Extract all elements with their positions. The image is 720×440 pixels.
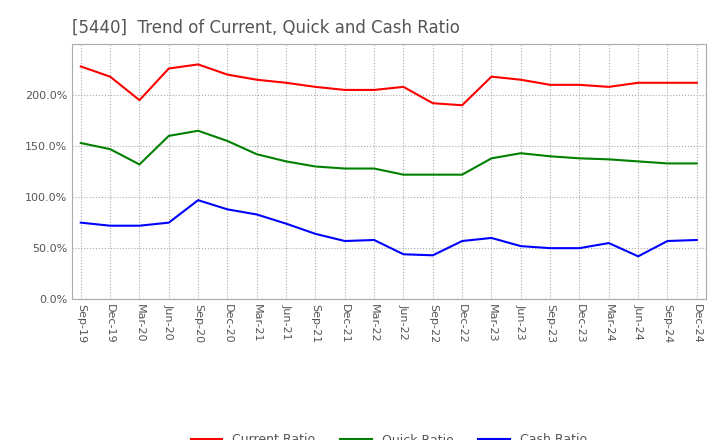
Quick Ratio xyxy=(516,150,525,156)
Quick Ratio xyxy=(106,147,114,152)
Quick Ratio xyxy=(76,140,85,146)
Line: Quick Ratio: Quick Ratio xyxy=(81,131,697,175)
Quick Ratio xyxy=(546,154,554,159)
Cash Ratio xyxy=(311,231,320,237)
Cash Ratio xyxy=(693,237,701,242)
Current Ratio xyxy=(223,72,232,77)
Current Ratio xyxy=(194,62,202,67)
Quick Ratio xyxy=(634,159,642,164)
Cash Ratio xyxy=(370,237,379,242)
Current Ratio xyxy=(282,80,290,85)
Current Ratio xyxy=(311,84,320,89)
Quick Ratio xyxy=(194,128,202,133)
Line: Cash Ratio: Cash Ratio xyxy=(81,200,697,257)
Quick Ratio xyxy=(311,164,320,169)
Cash Ratio xyxy=(487,235,496,241)
Quick Ratio xyxy=(282,159,290,164)
Current Ratio xyxy=(458,103,467,108)
Quick Ratio xyxy=(487,156,496,161)
Cash Ratio xyxy=(253,212,261,217)
Quick Ratio xyxy=(458,172,467,177)
Cash Ratio xyxy=(341,238,349,244)
Cash Ratio xyxy=(634,254,642,259)
Current Ratio xyxy=(693,80,701,85)
Cash Ratio xyxy=(428,253,437,258)
Current Ratio xyxy=(663,80,672,85)
Cash Ratio xyxy=(164,220,173,225)
Current Ratio xyxy=(487,74,496,79)
Current Ratio xyxy=(106,74,114,79)
Quick Ratio xyxy=(428,172,437,177)
Quick Ratio xyxy=(693,161,701,166)
Cash Ratio xyxy=(663,238,672,244)
Cash Ratio xyxy=(135,223,144,228)
Current Ratio xyxy=(634,80,642,85)
Current Ratio xyxy=(164,66,173,71)
Quick Ratio xyxy=(663,161,672,166)
Current Ratio xyxy=(399,84,408,89)
Quick Ratio xyxy=(164,133,173,139)
Quick Ratio xyxy=(223,138,232,143)
Quick Ratio xyxy=(253,152,261,157)
Cash Ratio xyxy=(458,238,467,244)
Legend: Current Ratio, Quick Ratio, Cash Ratio: Current Ratio, Quick Ratio, Cash Ratio xyxy=(186,428,592,440)
Cash Ratio xyxy=(546,246,554,251)
Cash Ratio xyxy=(399,252,408,257)
Quick Ratio xyxy=(135,162,144,167)
Current Ratio xyxy=(253,77,261,82)
Cash Ratio xyxy=(605,240,613,246)
Line: Current Ratio: Current Ratio xyxy=(81,64,697,105)
Current Ratio xyxy=(341,87,349,92)
Current Ratio xyxy=(516,77,525,82)
Current Ratio xyxy=(575,82,584,88)
Quick Ratio xyxy=(575,156,584,161)
Text: [5440]  Trend of Current, Quick and Cash Ratio: [5440] Trend of Current, Quick and Cash … xyxy=(72,19,460,37)
Cash Ratio xyxy=(575,246,584,251)
Cash Ratio xyxy=(106,223,114,228)
Quick Ratio xyxy=(399,172,408,177)
Cash Ratio xyxy=(282,221,290,226)
Cash Ratio xyxy=(76,220,85,225)
Current Ratio xyxy=(370,87,379,92)
Quick Ratio xyxy=(605,157,613,162)
Cash Ratio xyxy=(223,207,232,212)
Quick Ratio xyxy=(370,166,379,171)
Cash Ratio xyxy=(194,198,202,203)
Current Ratio xyxy=(76,64,85,69)
Cash Ratio xyxy=(516,243,525,249)
Current Ratio xyxy=(605,84,613,89)
Quick Ratio xyxy=(341,166,349,171)
Current Ratio xyxy=(546,82,554,88)
Current Ratio xyxy=(428,101,437,106)
Current Ratio xyxy=(135,98,144,103)
